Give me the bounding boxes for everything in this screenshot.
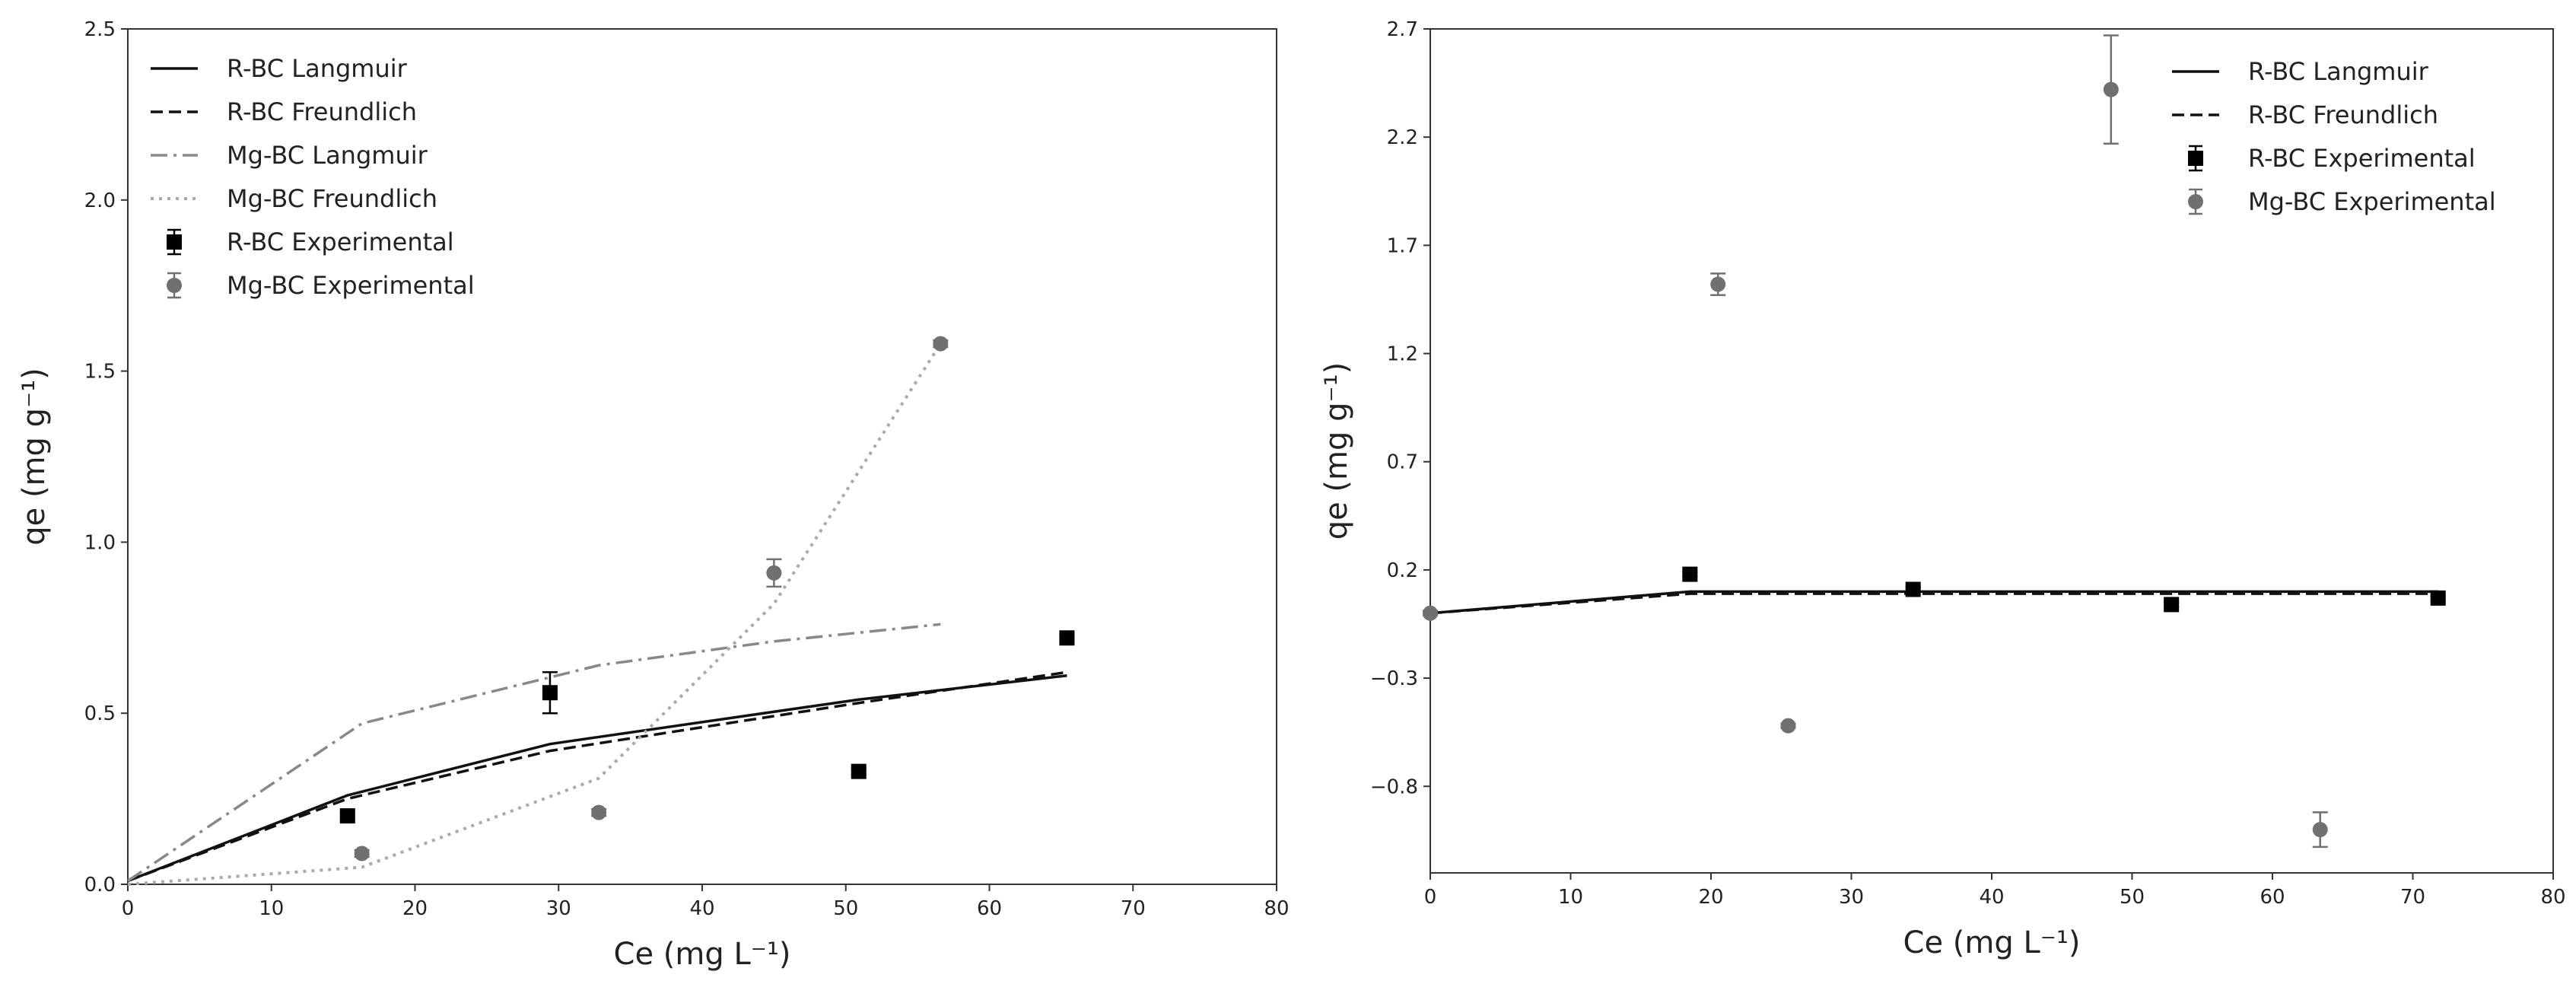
x-tick-label: 10 <box>259 897 284 920</box>
y-axis-label: qe (mg g⁻¹) <box>17 368 52 546</box>
legend-marker <box>167 278 182 293</box>
data-point <box>1780 718 1796 734</box>
x-tick-label: 50 <box>2120 886 2145 909</box>
legend-label: Mg-BC Freundlich <box>227 184 437 213</box>
data-point <box>933 336 949 352</box>
x-axis-label: Ce (mg L⁻¹) <box>1903 925 2081 960</box>
y-tick-label: 1.2 <box>1387 343 1418 366</box>
legend-label: R-BC Langmuir <box>2248 57 2429 86</box>
chart-panel-2: 0 10 20 30 40 50 60 70 80 −0.8 −0.3 0.2 0.7 1.2 1.7 2.2… <box>1319 18 2566 960</box>
legend-marker <box>2188 151 2203 166</box>
y-tick-label: −0.3 <box>1370 667 1418 690</box>
legend: R-BC Langmuir R-BC Freundlich R-BC Experim… <box>2172 57 2496 216</box>
y-tick-label: 0.7 <box>1387 451 1418 474</box>
y-tick-label: 0.5 <box>84 702 116 725</box>
legend-label: Mg-BC Experimental <box>227 271 475 300</box>
x-axis-label: Ce (mg L⁻¹) <box>614 937 791 972</box>
x-tick-label: 20 <box>1698 886 1723 909</box>
x-tick-label: 0 <box>1424 886 1437 909</box>
series-line <box>127 342 943 886</box>
data-point <box>2430 590 2446 606</box>
x-tick-label: 70 <box>1121 897 1146 920</box>
legend: R-BC Langmuir R-BC Freundlich Mg-BC Langmu… <box>151 54 475 300</box>
data-point <box>339 808 355 824</box>
series-line <box>127 623 941 882</box>
legend-label: R-BC Experimental <box>2248 144 2476 173</box>
legend-label: R-BC Experimental <box>227 228 454 256</box>
x-tick-label: 40 <box>1979 886 2004 909</box>
legend-label: R-BC Langmuir <box>227 54 408 83</box>
x-tick-label: 70 <box>2400 886 2425 909</box>
data-point <box>1059 630 1075 646</box>
x-tick-label: 0 <box>122 897 135 920</box>
data-point <box>766 565 782 581</box>
data-point <box>1710 276 1726 292</box>
data-point <box>851 763 867 779</box>
y-axis-label: qe (mg g⁻¹) <box>1319 362 1354 540</box>
y-tick-label: 2.7 <box>1387 18 1418 41</box>
x-tick-label: 30 <box>1839 886 1864 909</box>
y-tick-label: 1.7 <box>1387 234 1418 257</box>
y-tick-label: 0.2 <box>1387 559 1418 582</box>
data-point <box>2164 597 2180 613</box>
x-tick-label: 20 <box>402 897 428 920</box>
data-point <box>1682 566 1698 582</box>
legend-label: Mg-BC Langmuir <box>227 141 428 170</box>
data-point <box>542 685 558 701</box>
data-point <box>1423 605 1438 621</box>
legend-label: Mg-BC Experimental <box>2248 187 2496 216</box>
x-tick-label: 60 <box>977 897 1002 920</box>
data-point <box>2103 81 2119 97</box>
legend-label: R-BC Freundlich <box>227 97 417 126</box>
x-tick-label: 80 <box>1264 897 1289 920</box>
chart-panel-1: 0 10 20 30 40 50 60 70 80 0.0 0.5 1.0 1.5 2.0 2.5 Ce (m… <box>17 18 1290 972</box>
series-line <box>1430 592 2438 615</box>
y-tick-label: 2.2 <box>1387 126 1418 149</box>
y-tick-label: 0.0 <box>84 874 116 896</box>
data-point <box>591 804 607 820</box>
series-line <box>127 670 1067 883</box>
y-tick-label: −0.8 <box>1370 775 1418 798</box>
data-point <box>354 845 370 861</box>
x-tick-label: 80 <box>2540 886 2565 909</box>
legend-marker <box>167 234 182 250</box>
legend-label: R-BC Freundlich <box>2248 100 2438 129</box>
y-tick-label: 1.5 <box>84 361 116 384</box>
y-tick-label: 2.0 <box>84 189 116 212</box>
x-tick-label: 30 <box>546 897 571 920</box>
y-tick-label: 2.5 <box>84 18 116 41</box>
data-point <box>1905 581 1921 597</box>
legend-marker <box>2188 194 2203 209</box>
x-tick-label: 50 <box>833 897 858 920</box>
x-tick-label: 10 <box>1558 886 1583 909</box>
y-tick-label: 1.0 <box>84 531 116 554</box>
x-tick-label: 60 <box>2260 886 2285 909</box>
data-point <box>2312 822 2328 838</box>
x-tick-label: 40 <box>689 897 714 920</box>
